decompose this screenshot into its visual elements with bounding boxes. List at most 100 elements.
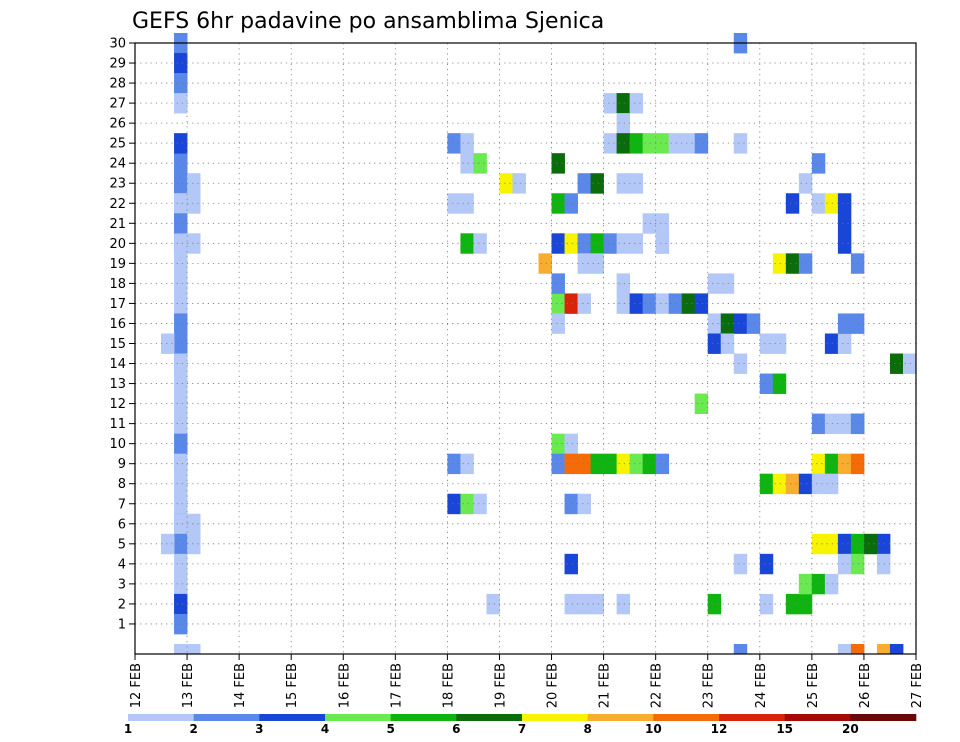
heatmap-cell — [733, 353, 748, 374]
heatmap-cell — [876, 553, 891, 575]
y-tick-label: 17 — [109, 297, 126, 312]
heatmap-cell — [798, 473, 813, 495]
heatmap-cell — [174, 253, 188, 274]
y-tick-label: 21 — [109, 217, 126, 232]
x-tick-label: 23 FEB — [702, 663, 717, 708]
heatmap-cell — [577, 453, 591, 475]
legend-swatch — [850, 714, 917, 721]
heatmap-cell — [473, 153, 487, 174]
heatmap-cell — [187, 643, 201, 655]
heatmap-cell — [590, 173, 604, 194]
heatmap-cell — [460, 133, 474, 154]
heatmap-cell — [551, 193, 565, 214]
heatmap-cell — [174, 53, 188, 74]
y-tick-label: 29 — [109, 57, 126, 72]
y-tick-label: 2 — [118, 597, 126, 612]
y-axis: 1234567891011121314151617181920212223242… — [109, 37, 135, 632]
heatmap-cell — [174, 133, 188, 154]
heatmap-cell — [616, 173, 631, 194]
heatmap-cell — [720, 273, 735, 294]
heatmap-cell — [629, 453, 644, 475]
heatmap-cell — [551, 313, 565, 334]
heatmap-cell — [811, 413, 826, 435]
heatmap-cell — [187, 513, 201, 535]
heatmap-cell — [759, 593, 774, 615]
legend-swatch — [719, 714, 785, 721]
y-tick-label: 22 — [109, 197, 126, 212]
heatmap-cell — [811, 453, 826, 475]
legend-swatch — [325, 714, 391, 721]
heatmap-cell — [785, 473, 800, 495]
heatmap-cell — [759, 373, 774, 394]
heatmap-cells — [161, 32, 917, 655]
legend-label: 5 — [386, 722, 394, 736]
heatmap-cell — [577, 173, 591, 194]
y-tick-label: 24 — [109, 157, 126, 172]
y-tick-label: 11 — [109, 417, 126, 432]
heatmap-cell — [889, 643, 904, 655]
heatmap-cell — [551, 153, 565, 174]
y-tick-label: 30 — [109, 37, 126, 52]
heatmap-cell — [174, 153, 188, 174]
heatmap-cell — [681, 133, 696, 154]
heatmap-cell — [772, 473, 787, 495]
heatmap-cell — [798, 173, 813, 194]
heatmap-cell — [174, 413, 188, 435]
heatmap-cell — [577, 293, 591, 314]
heatmap-cell — [655, 453, 670, 475]
heatmap-cell — [863, 533, 878, 555]
heatmap-cell — [876, 533, 891, 555]
heatmap-cell — [174, 453, 188, 475]
heatmap-cell — [174, 643, 188, 655]
heatmap-cell — [174, 553, 188, 575]
heatmap-cell — [629, 293, 644, 314]
legend-swatch — [193, 714, 260, 721]
heatmap-cell — [551, 293, 565, 314]
heatmap-cell — [655, 213, 670, 234]
x-tick-label: 27 FEB — [910, 663, 925, 708]
heatmap-cell — [187, 233, 201, 254]
heatmap-cell — [174, 173, 188, 194]
heatmap-cell — [642, 133, 657, 154]
heatmap-cell — [733, 643, 748, 655]
legend-swatch — [522, 714, 588, 721]
x-tick-label: 18 FEB — [441, 663, 456, 708]
heatmap-cell — [460, 153, 474, 174]
heatmap-cell — [577, 593, 591, 615]
heatmap-cell — [824, 453, 839, 475]
y-tick-label: 18 — [109, 277, 126, 292]
heatmap-cell — [564, 493, 578, 515]
heatmap-cell — [629, 93, 644, 114]
heatmap-cell — [720, 333, 735, 354]
y-tick-label: 8 — [118, 477, 126, 492]
heatmap-cell — [772, 253, 787, 274]
heatmap-cell — [174, 533, 188, 555]
legend-label: 3 — [255, 722, 263, 736]
legend-swatch — [653, 714, 720, 721]
heatmap-cell — [460, 493, 474, 515]
heatmap-cell — [707, 593, 722, 615]
heatmap-cell — [590, 593, 604, 615]
heatmap-cell — [564, 553, 578, 575]
heatmap-cell — [837, 453, 852, 475]
heatmap-cell — [668, 133, 683, 154]
heatmap-cell — [551, 273, 565, 294]
y-tick-label: 1 — [118, 617, 126, 632]
x-tick-label: 16 FEB — [337, 663, 352, 708]
heatmap-cell — [473, 493, 487, 515]
heatmap-cell — [590, 453, 604, 475]
heatmap-cell — [811, 533, 826, 555]
y-tick-label: 25 — [109, 137, 126, 152]
chart-title: GEFS 6hr padavine po ansamblima Sjenica — [132, 9, 604, 34]
y-tick-label: 4 — [118, 557, 126, 572]
heatmap-cell — [694, 393, 709, 414]
heatmap-cell — [720, 313, 735, 334]
x-tick-label: 13 FEB — [181, 663, 196, 708]
heatmap-cell — [590, 233, 604, 254]
heatmap-cell — [447, 193, 461, 214]
y-tick-label: 10 — [109, 437, 126, 452]
heatmap-cell — [707, 313, 722, 334]
legend-label: 20 — [842, 722, 859, 736]
x-tick-label: 24 FEB — [754, 663, 769, 708]
heatmap-cell — [174, 613, 188, 635]
